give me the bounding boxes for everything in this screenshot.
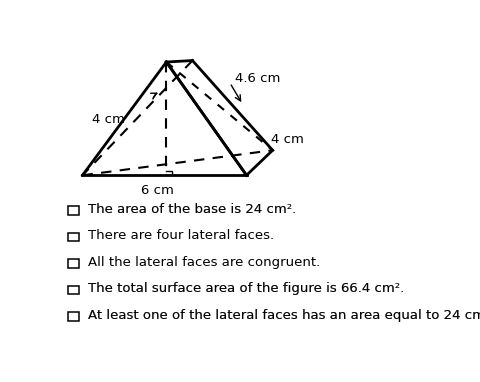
Text: The total surface area of the figure is 66.4 cm².: The total surface area of the figure is … xyxy=(88,282,404,295)
Bar xyxy=(67,312,79,321)
Text: 4 cm: 4 cm xyxy=(270,133,303,146)
Bar xyxy=(67,259,79,268)
Text: 4 cm: 4 cm xyxy=(92,113,125,126)
Text: The total surface area of the figure is 66.4 cm: The total surface area of the figure is … xyxy=(88,282,394,295)
Bar xyxy=(67,206,79,215)
Text: The area of the base is 24 cm².: The area of the base is 24 cm². xyxy=(88,203,296,216)
Text: The area of the base is 24 cm².: The area of the base is 24 cm². xyxy=(88,203,296,216)
Text: There are four lateral faces.: There are four lateral faces. xyxy=(88,229,274,242)
Bar xyxy=(67,286,79,295)
Text: The total surface area of the figure is 66.4 cm².: The total surface area of the figure is … xyxy=(88,282,404,295)
Text: 4.6 cm: 4.6 cm xyxy=(235,72,280,85)
Text: At least one of the lateral faces has an area equal to 24 cm².: At least one of the lateral faces has an… xyxy=(88,309,480,322)
Bar xyxy=(67,233,79,241)
Text: At least one of the lateral faces has an area equal to 24 cm².: At least one of the lateral faces has an… xyxy=(88,309,480,322)
Text: 6 cm: 6 cm xyxy=(140,184,173,197)
Text: The area of the base is 24 cm: The area of the base is 24 cm xyxy=(88,203,286,216)
Text: At least one of the lateral faces has an area equal to 24 cm: At least one of the lateral faces has an… xyxy=(88,309,480,322)
Text: All the lateral faces are congruent.: All the lateral faces are congruent. xyxy=(88,256,320,269)
